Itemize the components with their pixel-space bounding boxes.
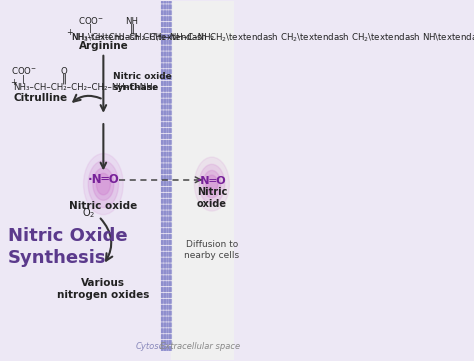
Circle shape xyxy=(83,153,123,215)
Text: NH₃–CH–CH₂–CH₂–CH₂–NH–C–NH₂: NH₃–CH–CH₂–CH₂–CH₂–NH–C–NH₂ xyxy=(71,33,214,42)
Text: ·N═O: ·N═O xyxy=(197,175,227,186)
Text: Nitric oxide
synthase: Nitric oxide synthase xyxy=(113,71,172,92)
Text: NH$_3$\textendash CH\textendash CH$_2$\textendash CH$_2$\textendash CH$_2$\texte: NH$_3$\textendash CH\textendash CH$_2$\t… xyxy=(71,31,474,44)
Text: Various
nitrogen oxides: Various nitrogen oxides xyxy=(57,278,150,300)
Text: Nitric
oxide: Nitric oxide xyxy=(197,187,227,209)
Circle shape xyxy=(199,164,225,204)
Text: |: | xyxy=(89,24,91,33)
Circle shape xyxy=(96,173,110,195)
Text: ‖: ‖ xyxy=(129,23,135,34)
Text: Arginine: Arginine xyxy=(79,41,128,51)
Bar xyxy=(171,1,234,360)
Text: Nitric oxide: Nitric oxide xyxy=(69,201,137,211)
Circle shape xyxy=(88,161,118,208)
Text: COO$^{-}$: COO$^{-}$ xyxy=(78,15,103,26)
Text: Citrulline: Citrulline xyxy=(13,93,67,103)
Text: NH₃–CH–CH₂–CH₂–CH₂–NH–C–NH₂: NH₃–CH–CH₂–CH₂–CH₂–NH–C–NH₂ xyxy=(14,83,156,92)
Circle shape xyxy=(203,170,221,198)
Text: O: O xyxy=(61,68,67,77)
FancyArrowPatch shape xyxy=(100,218,112,261)
Circle shape xyxy=(93,168,114,200)
Circle shape xyxy=(206,175,218,193)
Text: +: + xyxy=(10,78,17,87)
Text: |: | xyxy=(22,75,25,84)
Circle shape xyxy=(194,157,229,211)
Text: Cytosol: Cytosol xyxy=(136,342,167,351)
FancyArrowPatch shape xyxy=(73,95,101,101)
Text: ‖: ‖ xyxy=(62,74,67,84)
Text: Extracellular space: Extracellular space xyxy=(160,342,240,351)
Text: NH: NH xyxy=(126,17,138,26)
Text: +: + xyxy=(66,28,73,37)
Text: ·N═O: ·N═O xyxy=(88,173,119,186)
Text: Diffusion to
nearby cells: Diffusion to nearby cells xyxy=(184,240,239,260)
Text: O$_2$: O$_2$ xyxy=(82,206,95,220)
Text: Nitric Oxide
Synthesis: Nitric Oxide Synthesis xyxy=(8,227,128,268)
Text: COO$^{-}$: COO$^{-}$ xyxy=(10,65,36,77)
